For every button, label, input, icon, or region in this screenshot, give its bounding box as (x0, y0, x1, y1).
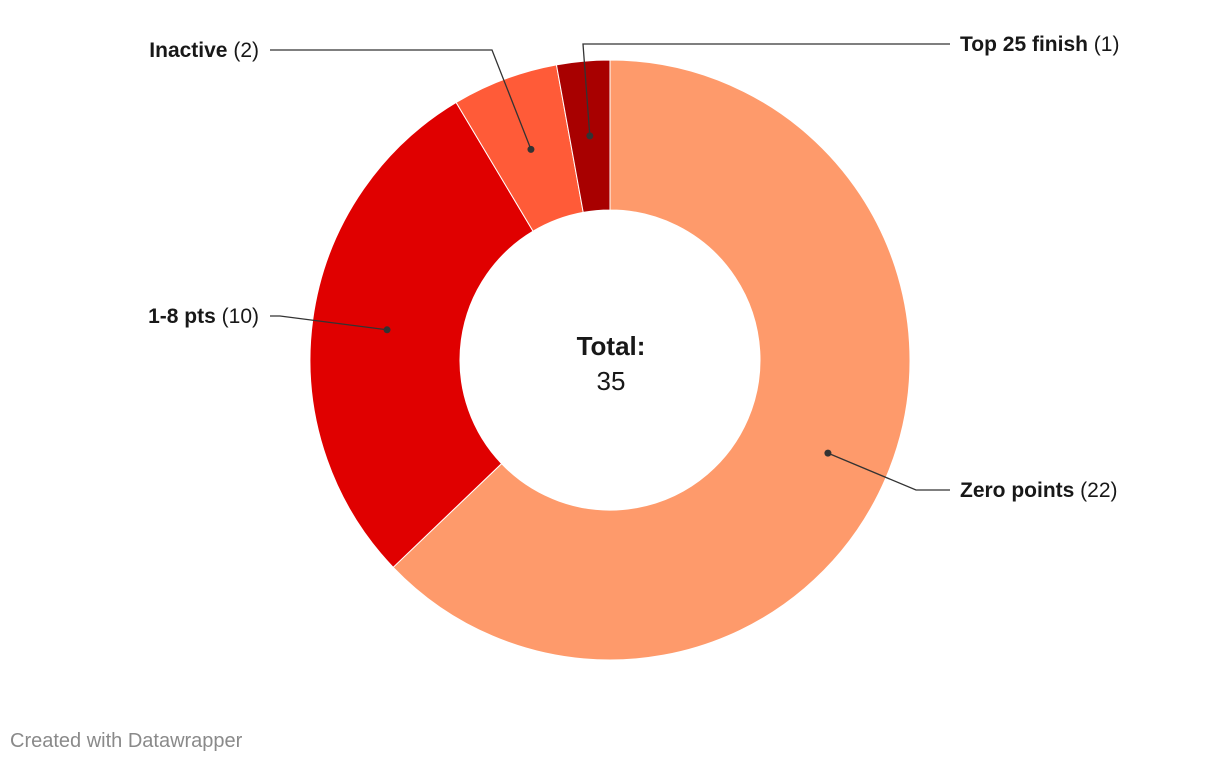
center-total-title: Total: (577, 331, 646, 361)
slice-label-count: (10) (216, 305, 259, 328)
slice-zero-points (392, 59, 911, 661)
slice-1-8-pts (309, 101, 534, 569)
donut-slices (309, 59, 911, 661)
slice-label-count: (1) (1088, 33, 1120, 56)
slice-labels: Zero points (22) 1-8 pts (10) Inactive (2)… (148, 33, 1119, 502)
slice-label-name: Inactive (149, 39, 227, 62)
slice-label: Inactive (2) (149, 39, 259, 62)
datawrapper-credit: Created with Datawrapper (10, 730, 243, 752)
leader-line (582, 43, 950, 136)
slice-label-count: (22) (1074, 479, 1117, 502)
slice-label-count: (2) (228, 39, 260, 62)
label-leader-lines (270, 43, 950, 491)
slice-label-name: Zero points (960, 479, 1074, 502)
leader-line (827, 452, 950, 491)
slice-label: Zero points (22) (960, 479, 1118, 502)
slice-label: 1-8 pts (10) (148, 305, 259, 328)
slice-label: Top 25 finish (1) (960, 33, 1119, 56)
center-total-value: 35 (597, 366, 626, 396)
slice-top-25-finish (555, 59, 611, 213)
slice-label-name: Top 25 finish (960, 33, 1088, 56)
leader-line (270, 49, 532, 150)
leader-line (270, 315, 388, 331)
slice-label-name: 1-8 pts (148, 305, 216, 328)
